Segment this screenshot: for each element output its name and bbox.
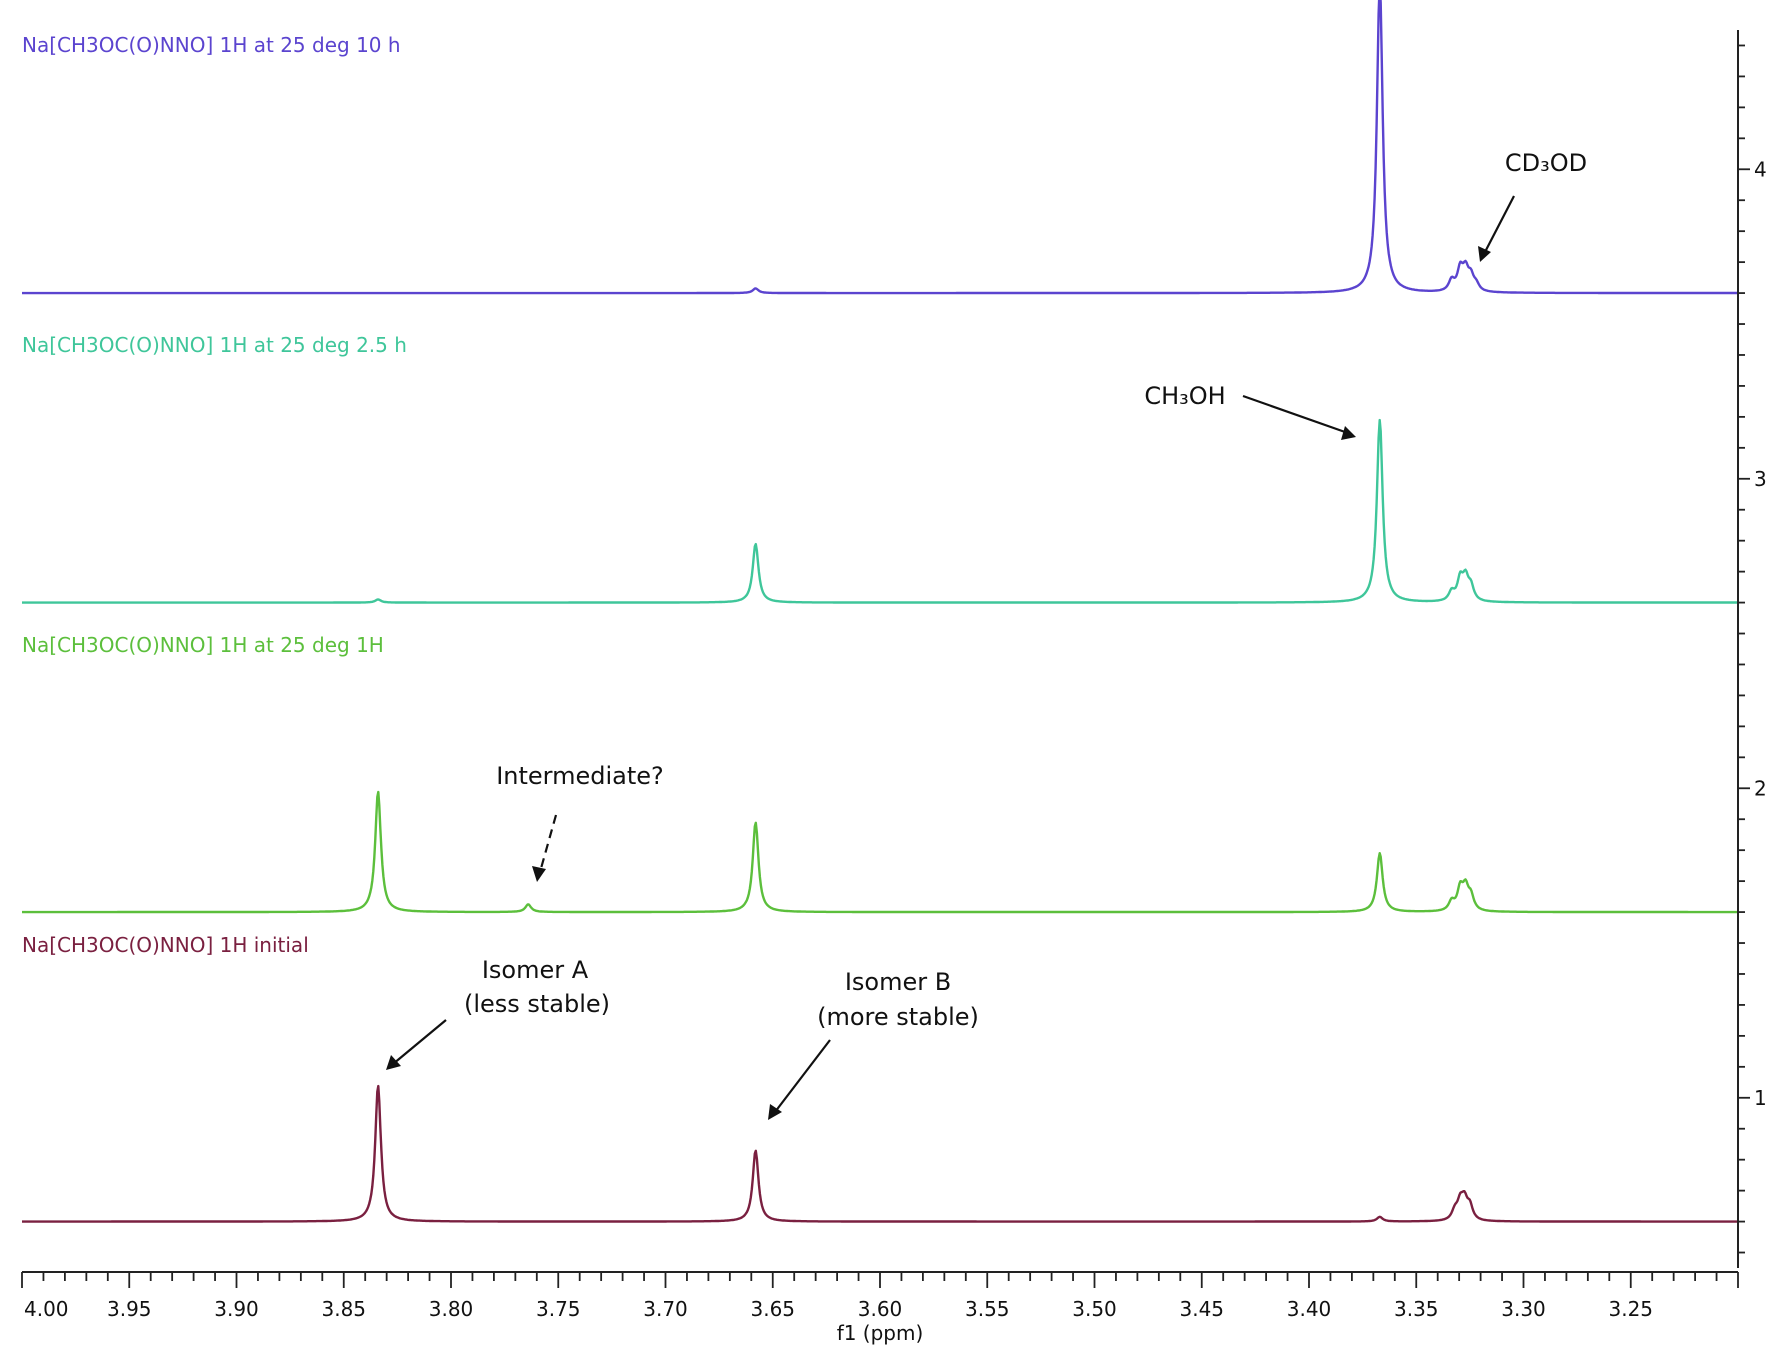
y-tick-label: 1 — [1754, 1086, 1767, 1110]
arrowhead-ch3oh — [1341, 426, 1356, 440]
trace-series-3 — [21, 0, 1739, 295]
annotations: Isomer A (less stable) Isomer B (more st… — [386, 149, 1587, 1120]
arrow-isomer-a — [392, 1019, 447, 1065]
x-tick-label: 3.85 — [321, 1297, 366, 1321]
arrowhead-intermediate — [532, 866, 546, 882]
x-tick-label: 3.65 — [750, 1297, 795, 1321]
y-axis: 1 2 3 4 — [1737, 30, 1767, 1268]
annotation-isomer-a: Isomer A — [482, 956, 589, 984]
x-tick-label: 3.90 — [214, 1297, 259, 1321]
arrow-cd3od — [1484, 195, 1515, 253]
annotation-isomer-b: Isomer B — [845, 968, 951, 996]
x-tick-label: 3.70 — [643, 1297, 688, 1321]
series-label-1: Na[CH3OC(O)NNO] 1H at 25 deg 1H — [22, 633, 384, 657]
arrowhead-isomer-b — [768, 1104, 782, 1120]
annotation-isomer-a-note: (less stable) — [464, 990, 610, 1018]
x-axis: 4.00 3.95 3.90 3.85 3.80 3.75 3.70 3.65 3.60 3.55… — [21, 1271, 1739, 1345]
trace-series-1 — [21, 790, 1739, 914]
arrow-intermediate — [538, 814, 558, 873]
series-label-0: Na[CH3OC(O)NNO] 1H initial — [22, 933, 309, 957]
series-label-2: Na[CH3OC(O)NNO] 1H at 25 deg 2.5 h — [22, 333, 407, 357]
x-tick-label: 3.40 — [1287, 1297, 1332, 1321]
arrowhead-cd3od — [1478, 246, 1491, 262]
x-tick-label: 3.50 — [1072, 1297, 1117, 1321]
y-tick-label: 4 — [1754, 157, 1767, 181]
x-tick-label: 4.00 — [24, 1297, 69, 1321]
annotation-cd3od: CD₃OD — [1505, 149, 1587, 177]
x-tick-label: 3.55 — [965, 1297, 1010, 1321]
annotation-isomer-b-note: (more stable) — [817, 1003, 979, 1031]
x-tick-label: 3.35 — [1394, 1297, 1439, 1321]
arrow-ch3oh — [1242, 394, 1346, 434]
spectrum-traces — [21, 0, 1739, 1223]
y-ticks: 1 2 3 4 — [1738, 44, 1767, 1254]
x-tick-label: 3.25 — [1608, 1297, 1653, 1321]
y-tick-label: 2 — [1754, 776, 1767, 800]
x-tick-label: 3.45 — [1179, 1297, 1224, 1321]
x-tick-label: 3.30 — [1501, 1297, 1546, 1321]
x-ticks: 4.00 3.95 3.90 3.85 3.80 3.75 3.70 3.65 3.60 3.55… — [21, 1272, 1739, 1321]
x-axis-title: f1 (ppm) — [837, 1321, 924, 1345]
x-tick-label: 3.80 — [429, 1297, 474, 1321]
y-tick-label: 3 — [1754, 467, 1767, 491]
annotation-ch3oh: CH₃OH — [1144, 382, 1225, 410]
arrowhead-isomer-a — [386, 1055, 401, 1070]
trace-series-0 — [21, 1084, 1739, 1223]
trace-series-2 — [21, 418, 1739, 604]
x-tick-label: 3.75 — [536, 1297, 581, 1321]
annotation-intermediate: Intermediate? — [496, 762, 664, 790]
x-tick-label: 3.60 — [858, 1297, 903, 1321]
x-tick-label: 3.95 — [107, 1297, 152, 1321]
arrow-isomer-b — [774, 1039, 831, 1113]
series-label-3: Na[CH3OC(O)NNO] 1H at 25 deg 10 h — [22, 33, 401, 57]
